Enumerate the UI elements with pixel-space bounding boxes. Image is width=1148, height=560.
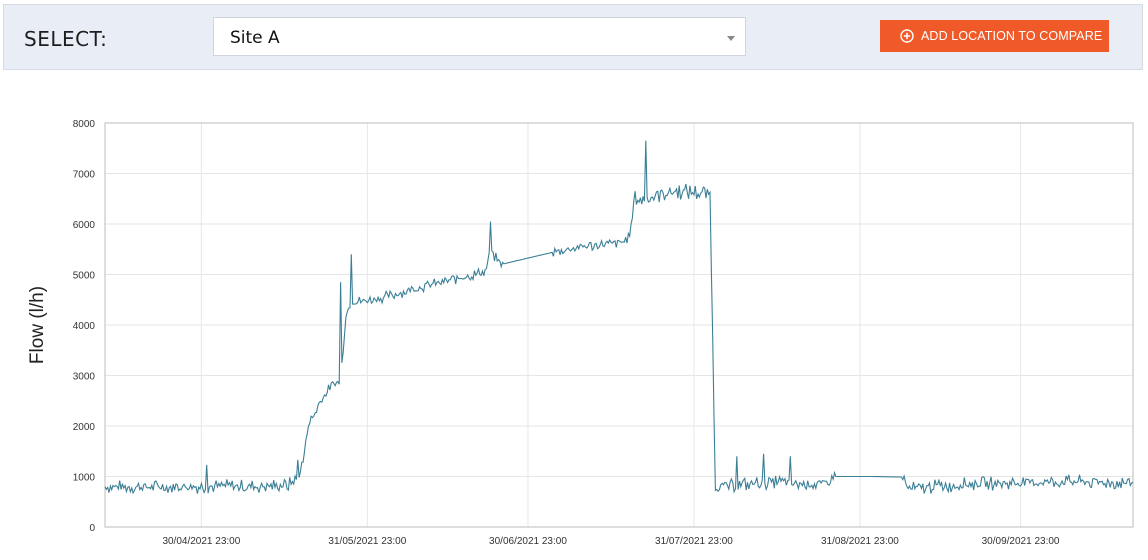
y-tick-label: 0	[89, 523, 95, 534]
y-axis-ticks: 0 1000 2000 3000 4000 5000 6000 7000 8000	[73, 119, 96, 534]
x-tick-label: 30/04/2021 23:00	[162, 536, 240, 547]
add-location-button[interactable]: ADD LOCATION TO COMPARE	[880, 20, 1109, 52]
y-tick-label: 5000	[73, 271, 96, 282]
location-dropdown-value: Site A	[230, 28, 280, 48]
add-location-label: ADD LOCATION TO COMPARE	[921, 29, 1103, 43]
y-tick-label: 2000	[73, 422, 96, 433]
y-tick-label: 7000	[73, 170, 96, 181]
plot-area	[104, 122, 1134, 528]
x-tick-label: 31/07/2021 23:00	[655, 536, 733, 547]
x-tick-label: 31/05/2021 23:00	[328, 536, 406, 547]
y-tick-label: 8000	[73, 119, 96, 130]
select-label: SELECT:	[24, 27, 108, 51]
flow-series-line	[104, 140, 1134, 495]
chart-grid	[105, 122, 1133, 528]
chevron-down-icon	[727, 36, 735, 41]
y-tick-label: 3000	[73, 372, 96, 383]
x-tick-label: 31/08/2021 23:00	[821, 536, 899, 547]
y-tick-label: 1000	[73, 473, 96, 484]
plus-circle-icon	[900, 29, 914, 43]
location-select-bar: SELECT: Site A ADD LOCATION TO COMPARE	[3, 4, 1143, 70]
y-tick-label: 6000	[73, 220, 96, 231]
location-dropdown[interactable]: Site A	[213, 17, 746, 56]
x-tick-label: 30/09/2021 23:00	[982, 536, 1060, 547]
y-tick-label: 4000	[73, 321, 96, 332]
y-axis-label: Flow (l/h)	[27, 286, 48, 364]
x-axis-ticks: 30/04/2021 23:00 31/05/2021 23:00 30/06/20…	[162, 536, 1059, 547]
x-tick-label: 30/06/2021 23:00	[489, 536, 567, 547]
